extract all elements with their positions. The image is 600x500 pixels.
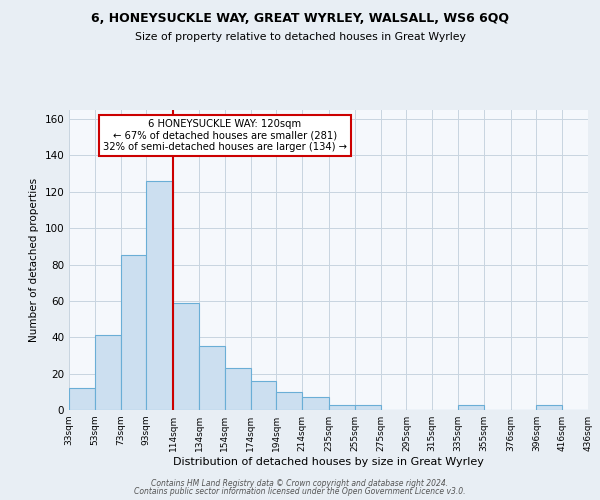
Bar	[329, 404, 355, 410]
Text: 6 HONEYSUCKLE WAY: 120sqm
← 67% of detached houses are smaller (281)
32% of semi: 6 HONEYSUCKLE WAY: 120sqm ← 67% of detac…	[103, 119, 347, 152]
Text: Contains public sector information licensed under the Open Government Licence v3: Contains public sector information licen…	[134, 487, 466, 496]
Bar	[173, 302, 199, 410]
Bar	[355, 404, 380, 410]
Bar	[146, 181, 173, 410]
Bar	[536, 404, 562, 410]
Text: 6, HONEYSUCKLE WAY, GREAT WYRLEY, WALSALL, WS6 6QQ: 6, HONEYSUCKLE WAY, GREAT WYRLEY, WALSAL…	[91, 12, 509, 26]
Bar	[69, 388, 95, 410]
Bar	[95, 336, 121, 410]
Bar	[121, 256, 146, 410]
Text: Contains HM Land Registry data © Crown copyright and database right 2024.: Contains HM Land Registry data © Crown c…	[151, 478, 449, 488]
Bar	[251, 381, 277, 410]
Bar	[277, 392, 302, 410]
Bar	[225, 368, 251, 410]
Text: Size of property relative to detached houses in Great Wyrley: Size of property relative to detached ho…	[134, 32, 466, 42]
X-axis label: Distribution of detached houses by size in Great Wyrley: Distribution of detached houses by size …	[173, 457, 484, 467]
Y-axis label: Number of detached properties: Number of detached properties	[29, 178, 39, 342]
Bar	[458, 404, 484, 410]
Bar	[302, 398, 329, 410]
Bar	[199, 346, 225, 410]
